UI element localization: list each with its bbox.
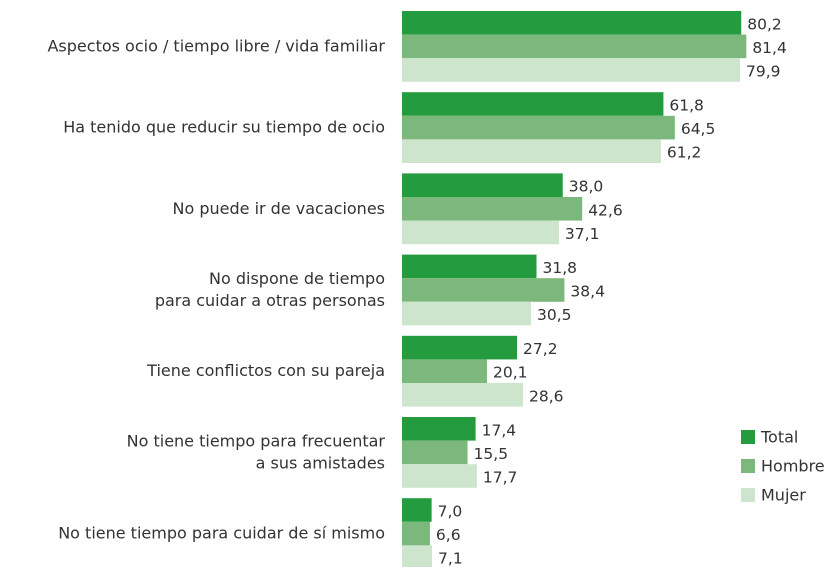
category-label: Ha tenido que reducir su tiempo de ocio bbox=[63, 117, 385, 136]
bar bbox=[402, 464, 477, 488]
value-label: 61,8 bbox=[669, 97, 704, 115]
bar bbox=[402, 440, 468, 465]
legend-label: Mujer bbox=[761, 486, 806, 505]
value-label: 37,1 bbox=[565, 225, 600, 243]
category-label: Tiene conflictos con su pareja bbox=[146, 361, 385, 380]
legend-swatch bbox=[741, 488, 755, 502]
value-label: 27,2 bbox=[523, 340, 558, 358]
value-label: 31,8 bbox=[543, 259, 578, 277]
value-label: 30,5 bbox=[537, 306, 572, 324]
value-label: 61,2 bbox=[667, 144, 702, 162]
bar bbox=[402, 359, 488, 383]
value-label: 15,5 bbox=[474, 445, 509, 463]
category-label: No tiene tiempo para cuidar de sí mismo bbox=[58, 523, 385, 542]
value-label: 80,2 bbox=[747, 15, 782, 33]
value-label: 6,6 bbox=[436, 526, 461, 544]
bar bbox=[402, 301, 532, 326]
bar bbox=[402, 417, 476, 441]
bar bbox=[402, 139, 661, 163]
value-label: 20,1 bbox=[493, 364, 528, 382]
category-label: Aspectos ocio / tiempo libre / vida fami… bbox=[47, 36, 385, 55]
value-label: 42,6 bbox=[588, 201, 623, 219]
bar bbox=[402, 545, 433, 569]
legend-swatch bbox=[741, 459, 755, 473]
value-label: 38,0 bbox=[569, 178, 604, 196]
bar bbox=[402, 278, 565, 302]
category-label: No puede ir de vacaciones bbox=[173, 198, 386, 217]
bar bbox=[402, 11, 742, 35]
bar bbox=[402, 335, 518, 360]
bar bbox=[402, 220, 559, 245]
legend-label: Total bbox=[760, 428, 798, 447]
bar bbox=[402, 58, 740, 82]
value-label: 38,4 bbox=[570, 283, 605, 301]
category-label: No dispone de tiempo para cuidar a otras … bbox=[155, 269, 385, 310]
bar bbox=[402, 173, 563, 197]
bar bbox=[402, 383, 523, 407]
bar bbox=[402, 34, 747, 59]
bar bbox=[402, 498, 432, 522]
bar bbox=[402, 521, 430, 546]
legend-swatch bbox=[741, 430, 755, 444]
bar bbox=[402, 115, 675, 140]
value-label: 64,5 bbox=[681, 120, 716, 138]
value-label: 7,1 bbox=[438, 550, 463, 567]
bar bbox=[402, 197, 583, 221]
value-label: 17,4 bbox=[482, 421, 517, 439]
bar bbox=[402, 92, 664, 116]
value-label: 28,6 bbox=[529, 387, 564, 405]
category-label: No tiene tiempo para frecuentar a sus ami… bbox=[127, 431, 386, 472]
legend-label: Hombre bbox=[761, 457, 825, 476]
bar bbox=[402, 254, 537, 279]
value-label: 17,7 bbox=[483, 469, 518, 487]
value-label: 81,4 bbox=[752, 39, 787, 57]
value-label: 7,0 bbox=[438, 503, 463, 521]
value-label: 79,9 bbox=[746, 63, 781, 81]
